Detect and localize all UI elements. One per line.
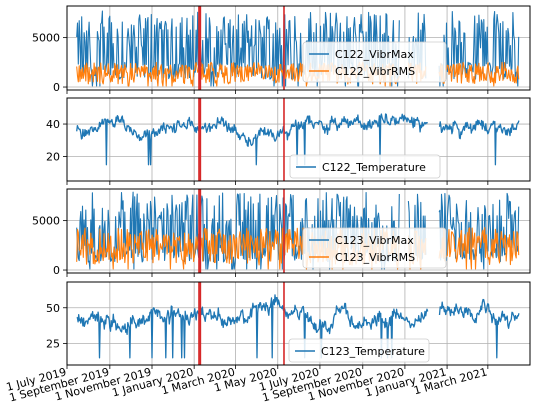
y-tick-label: 40 xyxy=(46,118,60,131)
series-line-C122_Temperature xyxy=(76,113,520,166)
y-tick-label: 25 xyxy=(46,338,60,351)
legend-label: C122_VibrMax xyxy=(335,48,414,61)
legend-label: C123_VibrRMS xyxy=(335,251,415,264)
legend-box xyxy=(302,227,447,269)
y-tick-label: 5000 xyxy=(32,32,60,45)
panel-2: 20 40 C122_Temperature xyxy=(46,97,531,185)
legend-label: C122_VibrRMS xyxy=(335,65,415,78)
legend-box xyxy=(289,154,441,179)
panel-3: 0 5000 C123_VibrMax C123_VibrRMS xyxy=(32,188,531,277)
y-tick-label: 0 xyxy=(53,81,60,94)
panel-frame xyxy=(66,5,531,91)
panel-4: 25 50 C123_Temperature xyxy=(46,281,531,369)
panel-frame xyxy=(66,97,531,182)
legend: C122_Temperature xyxy=(289,154,441,179)
legend-label: C123_VibrMax xyxy=(335,234,414,247)
panel-frame xyxy=(66,281,531,366)
legend-box xyxy=(302,41,447,83)
legend: C122_VibrMax C122_VibrRMS xyxy=(302,41,447,83)
y-tick-label: 20 xyxy=(46,151,60,164)
panel-frame xyxy=(66,188,531,274)
legend-label: C123_Temperature xyxy=(321,345,425,358)
series-line-C123_Temperature xyxy=(76,294,520,359)
legend: C123_VibrMax C123_VibrRMS xyxy=(302,227,447,269)
legend-box xyxy=(288,338,430,363)
y-tick-label: 5000 xyxy=(32,215,60,228)
legend-label: C122_Temperature xyxy=(322,161,426,174)
y-tick-label: 0 xyxy=(53,264,60,277)
legend: C123_Temperature xyxy=(288,338,430,363)
y-tick-label: 50 xyxy=(46,302,60,315)
panel-1: 0 5000 C122_VibrMax C122_VibrRMS xyxy=(32,5,531,94)
